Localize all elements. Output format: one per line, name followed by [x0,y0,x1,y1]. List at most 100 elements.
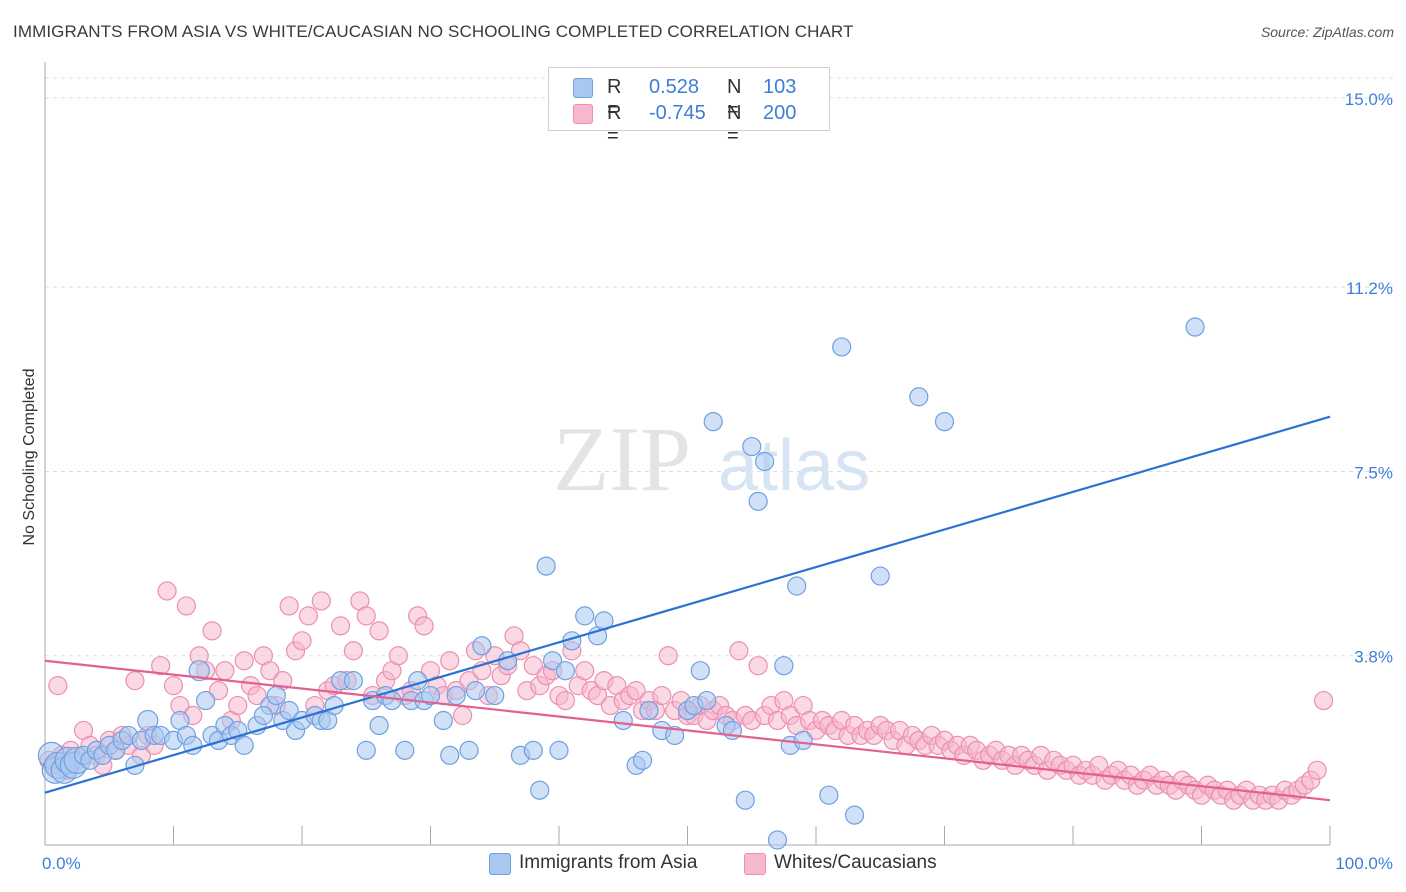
whites-point [279,596,299,616]
asia-point [819,785,839,805]
asia-point [530,780,550,800]
legend-r-value: -0.745 [649,102,706,124]
whites-point [151,656,171,676]
asia-point [395,740,415,760]
asia-point [697,690,717,711]
whites-point [163,676,184,696]
whites-point [48,676,68,696]
whites-point [215,661,235,681]
whites-point [125,671,145,691]
whites-point [234,651,254,671]
asia-point [639,700,659,721]
whites-point [330,616,351,636]
asia-point [754,451,775,472]
whites-point [658,646,678,666]
asia-point [665,725,685,746]
asia-point [420,685,441,706]
whites-point [1307,760,1327,780]
bottom-legend-label-whites: Whites/Caucasians [774,852,937,873]
legend-swatch-asia [573,78,593,98]
asia-point [934,412,955,432]
watermark-atlas: atlas [718,426,870,506]
asia-point [408,671,428,691]
x-tick-label: 0.0% [42,854,81,873]
asia-point [279,700,299,721]
chart-title: IMMIGRANTS FROM ASIA VS WHITE/CAUCASIAN … [13,22,854,41]
asia-point [523,740,543,760]
asia-point [196,690,216,711]
y-tick-label: 11.2% [1346,279,1393,298]
whites-point [523,656,543,676]
asia-point [690,661,710,681]
asia-point [382,690,402,711]
legend-r-value: 0.528 [649,76,700,98]
legend-n-value: 200 [763,102,797,124]
watermark: ZIP atlas [553,408,870,510]
grid-lines [45,77,1395,657]
asia-point [767,830,788,850]
source-label: Source: ZipAtlas.com [1260,24,1394,40]
whites-point [369,621,389,641]
y-axis-label: No Schooling Completed [21,369,38,546]
legend-r-label: R = [607,102,622,147]
bottom-legend-swatch-whites [744,853,766,875]
watermark-zip: ZIP [553,408,691,510]
bottom-legend-swatch-asia [489,853,511,875]
asia-point [748,491,768,511]
y-tick-label: 15.0% [1345,90,1393,109]
asia-point [356,740,376,760]
asia-point [369,715,389,736]
asia-point [433,710,453,731]
asia-point [632,750,653,770]
legend-swatch-whites [573,104,593,124]
asia-point [793,730,813,751]
whites-point [298,606,319,626]
asia-point [542,651,563,671]
trend-lines [44,415,1331,802]
asia-point [536,556,556,576]
asia-point [742,436,762,457]
whites-point [343,641,363,661]
asia-point [575,606,595,626]
legend-n-label: N = [727,76,742,121]
asia-point [253,705,274,726]
x-tick-label: 100.0% [1335,854,1393,873]
asia-point [844,805,865,825]
whites-point [157,581,177,601]
asia-point [832,337,852,357]
asia-trend-line [44,415,1331,794]
asia-point [613,710,633,731]
legend-r-label: R = [607,76,622,121]
asia-point [188,660,210,682]
whites-point [1313,690,1334,711]
asia-point [485,685,505,706]
whites-point [440,651,460,671]
whites-point [748,656,768,676]
whites-trend-line [44,659,1331,802]
asia-point [703,412,723,432]
whites-point [176,596,196,616]
whites-point [202,621,222,641]
whites-point [208,681,229,701]
bottom-legend-label-asia: Immigrants from Asia [519,852,698,873]
whites-point [247,685,267,706]
legend-n-value: 103 [763,76,797,98]
asia-point [446,685,466,706]
correlation-legend: R = 0.528 N = 103 R = -0.745 N = 200 [548,67,830,147]
whites-point [260,661,280,681]
asia-point [549,740,569,760]
whites-point [575,661,595,681]
y-tick-label: 3.8% [1354,648,1393,667]
asia-point [234,735,254,755]
asia-point [870,566,890,586]
whites-point [356,606,376,626]
whites-points [39,581,1334,810]
tick-labels: 3.8% 7.5% 11.2% 15.0% 0.0% 100.0% [42,90,1393,873]
whites-point [414,616,434,636]
whites-point [311,591,331,611]
asia-point [343,671,363,691]
asia-point [459,740,479,760]
asia-point [555,661,576,681]
asia-point [909,387,929,407]
